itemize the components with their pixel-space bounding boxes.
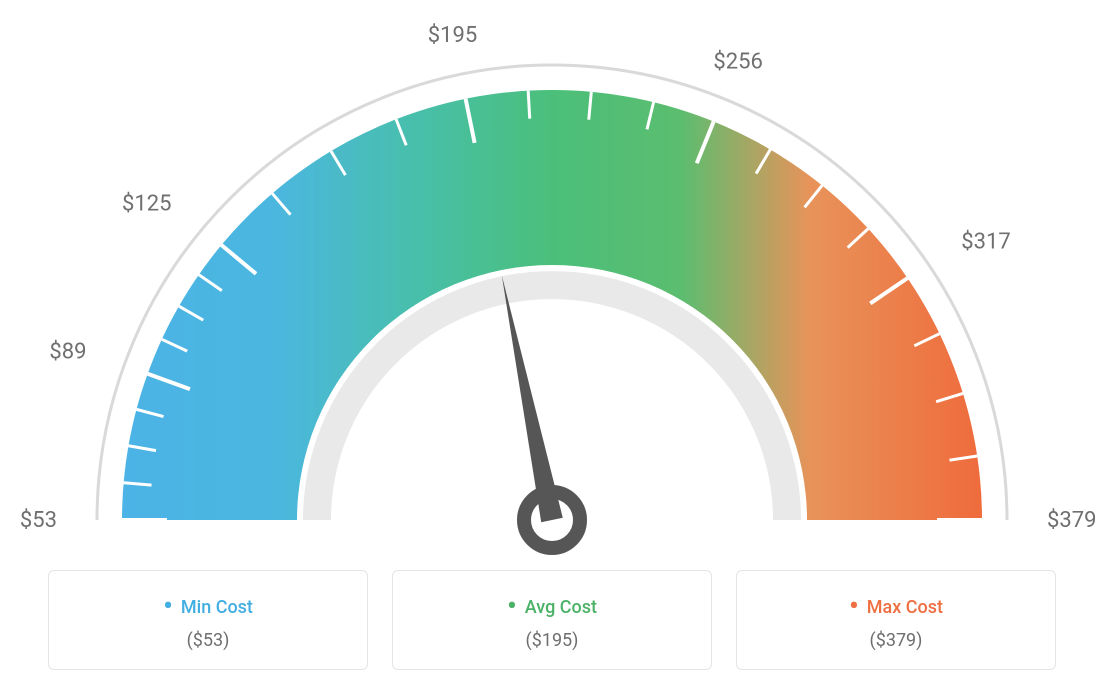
gauge-color-arc bbox=[122, 90, 982, 520]
legend-label-max: Max Cost bbox=[749, 589, 1043, 622]
gauge-tick-label: $89 bbox=[49, 340, 86, 365]
gauge-tick-label: $379 bbox=[1047, 508, 1096, 533]
gauge-minor-tick bbox=[528, 91, 530, 119]
gauge-tick-label: $195 bbox=[428, 23, 477, 48]
gauge-tick-label: $256 bbox=[713, 49, 762, 74]
legend-card-max: Max Cost ($379) bbox=[736, 570, 1056, 670]
cost-gauge: $53 $89 $125 $195 $256 $317 $379 bbox=[0, 0, 1104, 560]
legend-row: Min Cost ($53) Avg Cost ($195) Max Cost … bbox=[0, 570, 1104, 670]
legend-label-min: Min Cost bbox=[61, 589, 355, 622]
legend-value-avg: ($195) bbox=[405, 630, 699, 651]
gauge-tick-label: $317 bbox=[961, 230, 1010, 255]
gauge-tick-label: $53 bbox=[20, 508, 57, 533]
legend-label-avg: Avg Cost bbox=[405, 589, 699, 622]
legend-card-avg: Avg Cost ($195) bbox=[392, 570, 712, 670]
gauge-tick-label: $125 bbox=[122, 191, 171, 216]
legend-value-max: ($379) bbox=[749, 630, 1043, 651]
legend-value-min: ($53) bbox=[61, 630, 355, 651]
legend-card-min: Min Cost ($53) bbox=[48, 570, 368, 670]
gauge-svg: $53 $89 $125 $195 $256 $317 $379 bbox=[0, 0, 1104, 560]
